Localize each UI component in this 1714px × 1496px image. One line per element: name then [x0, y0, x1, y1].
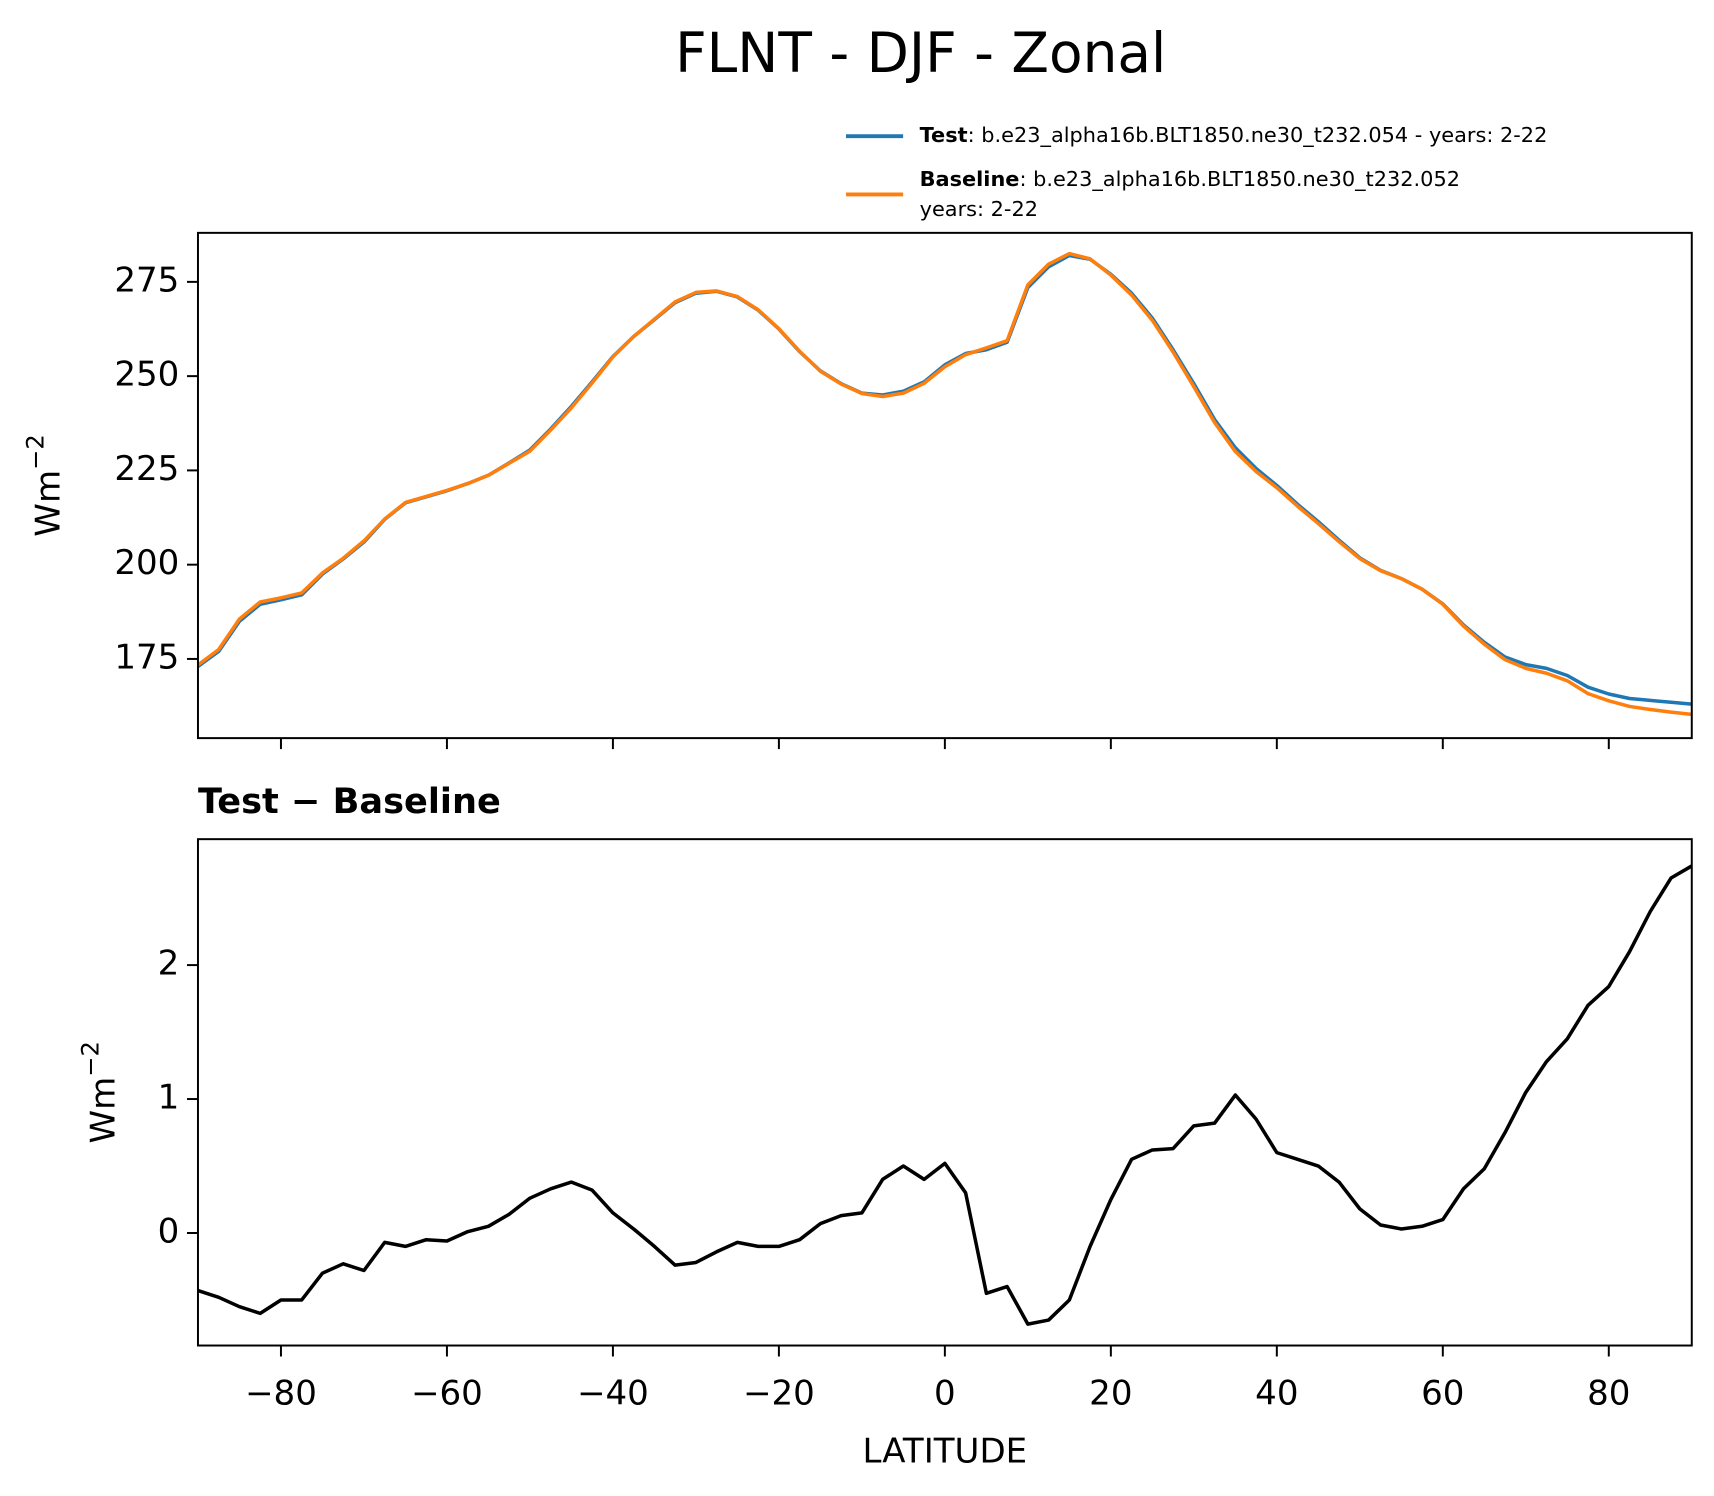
y-tick-label: 250 [114, 355, 179, 395]
y-axis-label-sup: −2 [76, 1041, 104, 1077]
legend-label: Test: b.e23_alpha16b.BLT1850.ne30_t232.0… [920, 123, 1548, 148]
figure-title: FLNT - DJF - Zonal [675, 21, 1166, 85]
data-line [197, 864, 1692, 1326]
y-tick-label: 225 [114, 449, 179, 489]
y-tick-label: 2 [158, 944, 180, 984]
y-tick-label: 175 [114, 637, 179, 677]
y-tick-label: 200 [114, 543, 179, 583]
legend-label: years: 2-22 [920, 197, 1038, 221]
x-axis-label: LATITUDE [863, 1432, 1028, 1472]
plot-area [197, 251, 1692, 717]
x-tick-label: −60 [411, 1373, 483, 1413]
y-axis-label: Wm−2 [22, 434, 69, 536]
axes-title: Test − Baseline [198, 781, 501, 822]
legend-description: : b.e23_alpha16b.BLT1850.ne30_t232.054 -… [968, 123, 1548, 148]
legend-description: years: 2-22 [920, 197, 1038, 221]
legend-name: Baseline [920, 167, 1020, 191]
x-tick-label: 20 [1089, 1373, 1132, 1413]
x-tick-label: −20 [743, 1373, 815, 1413]
legend-name: Test [920, 123, 968, 147]
y-axis-label: Wm−2 [76, 1041, 123, 1143]
x-tick-label: 0 [934, 1373, 956, 1413]
legend-label: Baseline: b.e23_alpha16b.BLT1850.ne30_t2… [920, 167, 1460, 192]
x-tick-label: −40 [577, 1373, 649, 1413]
y-tick-label: 0 [158, 1211, 180, 1251]
x-tick-label: 60 [1421, 1373, 1464, 1413]
legend-description: : b.e23_alpha16b.BLT1850.ne30_t232.052 [1019, 167, 1460, 192]
x-tick-label: 80 [1587, 1373, 1630, 1413]
y-axis-label-base: Wm [83, 1077, 123, 1144]
y-tick-label: 275 [114, 260, 179, 300]
data-line [197, 251, 1692, 717]
x-tick-label: 40 [1255, 1373, 1298, 1413]
y-axis-label-base: Wm [28, 470, 68, 537]
x-tick-label: −80 [245, 1373, 317, 1413]
y-axis-label-sup: −2 [22, 434, 50, 470]
y-tick-label: 1 [158, 1078, 180, 1118]
plot-area [197, 864, 1692, 1326]
